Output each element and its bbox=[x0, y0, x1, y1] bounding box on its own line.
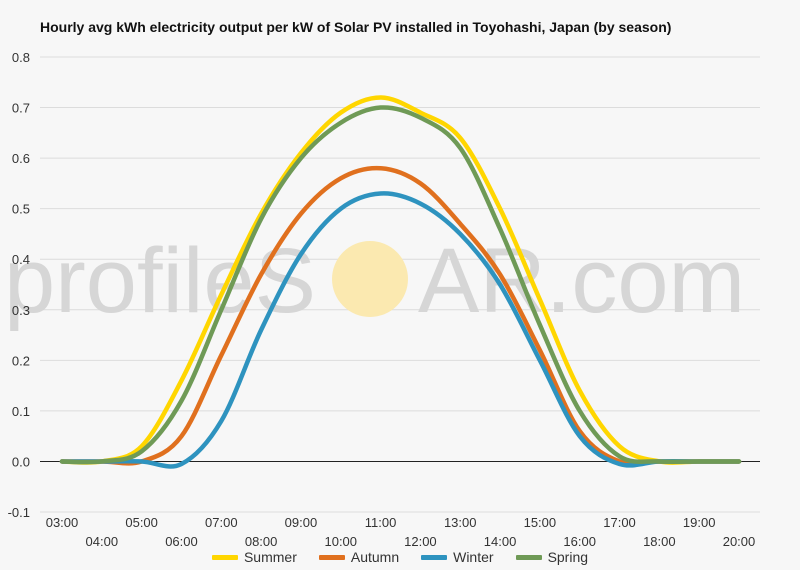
x-tick-label: 08:00 bbox=[245, 534, 278, 549]
y-tick-label: 0.4 bbox=[12, 252, 30, 267]
series-line-winter bbox=[59, 191, 742, 469]
x-axis-ticks: 03:00 04:00 05:00 06:00 07:00 08:00 09:00 10:00… bbox=[46, 515, 756, 549]
legend-item-spring: Spring bbox=[515, 549, 589, 565]
watermark-text-left: profileS bbox=[4, 230, 316, 332]
x-tick-label: 17:00 bbox=[603, 515, 636, 530]
y-tick-label: 0.0 bbox=[12, 454, 30, 469]
x-tick-label: 16:00 bbox=[563, 534, 596, 549]
x-tick-label: 11:00 bbox=[365, 515, 397, 530]
y-tick-label: 0.8 bbox=[12, 50, 30, 65]
series-line-spring bbox=[59, 105, 742, 465]
legend-label: Spring bbox=[547, 549, 589, 565]
x-tick-label: 03:00 bbox=[46, 515, 79, 530]
x-tick-label: 05:00 bbox=[125, 515, 158, 530]
x-tick-label: 15:00 bbox=[524, 515, 557, 530]
legend-label: Summer bbox=[243, 549, 297, 565]
y-tick-label: 0.7 bbox=[12, 101, 30, 116]
legend-item-summer: Summer bbox=[211, 549, 297, 565]
x-tick-label: 12:00 bbox=[404, 534, 437, 549]
x-tick-label: 18:00 bbox=[643, 534, 676, 549]
y-tick-label: 0.5 bbox=[12, 202, 30, 217]
series-line-autumn bbox=[59, 165, 742, 466]
legend-swatch bbox=[515, 554, 542, 560]
x-tick-label: 10:00 bbox=[324, 534, 357, 549]
legend: Summer Autumn Winter Spring bbox=[0, 549, 800, 565]
x-tick-label: 14:00 bbox=[484, 534, 517, 549]
legend-item-winter: Winter bbox=[421, 549, 494, 565]
legend-label: Autumn bbox=[350, 549, 400, 565]
x-tick-label: 20:00 bbox=[723, 534, 756, 549]
legend-label: Winter bbox=[453, 549, 494, 565]
series-lines bbox=[59, 95, 742, 469]
x-tick-label: 06:00 bbox=[165, 534, 198, 549]
series-line-summer bbox=[59, 95, 742, 465]
watermark: profileS AR.com bbox=[4, 230, 745, 332]
x-tick-label: 04:00 bbox=[86, 534, 119, 549]
x-tick-label: 09:00 bbox=[285, 515, 318, 530]
legend-swatch bbox=[211, 554, 238, 560]
y-tick-label: 0.3 bbox=[12, 303, 30, 318]
y-tick-label: 0.2 bbox=[12, 353, 30, 368]
y-tick-label: -0.1 bbox=[8, 505, 30, 520]
legend-item-autumn: Autumn bbox=[318, 549, 400, 565]
y-axis-ticks: 0.8 0.7 0.6 0.5 0.4 0.3 0.2 0.1 0.0 -0.1 bbox=[8, 50, 30, 520]
x-tick-label: 07:00 bbox=[205, 515, 238, 530]
legend-swatch bbox=[318, 554, 345, 560]
x-tick-label: 19:00 bbox=[683, 515, 716, 530]
y-tick-label: 0.1 bbox=[12, 404, 30, 419]
legend-swatch bbox=[421, 554, 448, 560]
chart-title: Hourly avg kWh electricity output per kW… bbox=[40, 19, 672, 35]
watermark-sun-icon bbox=[332, 241, 408, 317]
x-tick-label: 13:00 bbox=[444, 515, 477, 530]
y-tick-label: 0.6 bbox=[12, 151, 30, 166]
watermark-text-right: AR.com bbox=[418, 230, 745, 332]
